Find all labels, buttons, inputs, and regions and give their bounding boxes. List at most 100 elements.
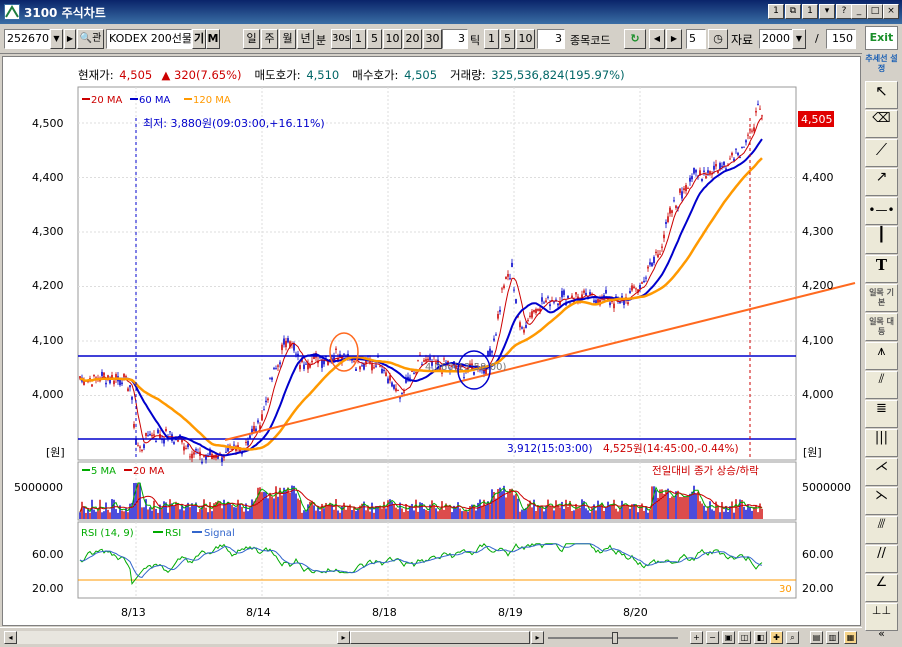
ichimoku-wide-button[interactable]: 일목 대등 [865, 313, 898, 341]
tick-input[interactable]: 3 [442, 29, 468, 49]
app-icon [4, 4, 20, 20]
tick-10[interactable]: 10 [516, 29, 535, 49]
fan-line-icon[interactable]: ⩚ [865, 342, 898, 370]
refresh-icon[interactable]: ↻ [624, 29, 646, 49]
data-count-dropdown-icon[interactable]: ▼ [792, 29, 806, 49]
menu-icon[interactable]: ▾ [819, 4, 835, 19]
restore-icon[interactable]: ⧉ [785, 4, 801, 19]
maximize-icon[interactable]: □ [867, 4, 883, 19]
tick-1[interactable]: 1 [484, 29, 499, 49]
candle-body [655, 251, 657, 254]
candle-body [435, 362, 437, 365]
ichimoku-basic-button[interactable]: 일목 기본 [865, 284, 898, 312]
candle-body [343, 353, 345, 355]
close-icon[interactable]: × [883, 4, 899, 19]
data-total-input[interactable]: 150 [826, 29, 856, 49]
candle-body [709, 171, 711, 174]
vertical-grid-icon[interactable]: ||| [865, 429, 898, 457]
minute-1[interactable]: 1 [351, 29, 366, 49]
kind-button[interactable]: 기 [192, 29, 206, 49]
period-year[interactable]: 년 [297, 29, 314, 49]
zoom-out-icon[interactable]: − [706, 631, 719, 644]
period-week[interactable]: 주 [261, 29, 278, 49]
tool-icon-5[interactable]: ▤ [810, 631, 823, 644]
collapse-button[interactable]: « [878, 627, 885, 640]
tool-icon-3[interactable]: ◧ [754, 631, 767, 644]
minute-10[interactable]: 10 [383, 29, 402, 49]
candle-body [381, 369, 383, 373]
tool-icon-1[interactable]: ▣ [722, 631, 735, 644]
cursor-icon[interactable]: ↖ [865, 81, 898, 109]
data-label: 자료 [731, 33, 754, 47]
candle-body [127, 388, 129, 392]
prev-icon[interactable]: ◀ [649, 29, 665, 49]
m-button[interactable]: M [206, 29, 220, 49]
scroll-left-icon[interactable]: ◂ [4, 631, 17, 644]
zoom-in-icon[interactable]: + [690, 631, 703, 644]
candle-body [717, 171, 719, 174]
text-tool-icon[interactable]: T [865, 255, 898, 283]
tool-icon-6[interactable]: ▥ [826, 631, 839, 644]
y-tick-right-4400: 4,400 [802, 171, 834, 184]
arrow-line-icon[interactable]: ↗ [865, 168, 898, 196]
minute-5[interactable]: 5 [367, 29, 382, 49]
line-icon[interactable]: ⟋ [865, 139, 898, 167]
period-day[interactable]: 일 [243, 29, 260, 49]
tick-5[interactable]: 5 [500, 29, 515, 49]
exit-button[interactable]: Exit [865, 26, 898, 50]
scroll-thumb[interactable] [350, 631, 530, 644]
sec-button[interactable]: 30s [331, 29, 351, 49]
window-btn-1[interactable]: 1 [768, 4, 784, 19]
channel-icon[interactable]: // [865, 545, 898, 573]
horizontal-line-icon[interactable]: •—• [865, 197, 898, 225]
next-icon[interactable]: ▶ [64, 29, 76, 49]
candle-body [119, 379, 121, 386]
candle-body [707, 170, 709, 173]
legend-ma60: 60 MA [139, 95, 171, 106]
search-button[interactable]: 🔍관 [77, 29, 104, 49]
period-month[interactable]: 월 [279, 29, 296, 49]
gann-fan-icon[interactable]: ⋌ [865, 458, 898, 486]
stock-name-field[interactable]: KODEX 200선물인 [106, 29, 192, 49]
candle-body [689, 177, 691, 182]
candle-body [721, 165, 723, 167]
scroll-right-icon[interactable]: ▸ [337, 631, 350, 644]
angle-icon[interactable]: ∠ [865, 574, 898, 602]
minute-30[interactable]: 30 [423, 29, 442, 49]
scroll-end-icon[interactable]: ▸ [531, 631, 544, 644]
eraser-icon[interactable]: ⌫ [865, 110, 898, 138]
count-input[interactable]: 5 [686, 29, 706, 49]
candle-body [509, 278, 511, 280]
stock-code-input[interactable]: 252670 [4, 29, 50, 49]
candle-body [567, 295, 569, 299]
tool-icon-2[interactable]: ◫ [738, 631, 751, 644]
magnifier-icon[interactable]: ⌕ [786, 631, 799, 644]
tick-input-2[interactable]: 3 [537, 29, 565, 49]
scroll-track[interactable] [17, 631, 337, 644]
candle-body [641, 282, 643, 284]
candle-body [311, 360, 313, 363]
minimize-icon[interactable]: _ [851, 4, 867, 19]
cycle-icon[interactable]: ⊥⊥ [865, 603, 898, 631]
candle-body [597, 299, 599, 305]
speed-line-icon[interactable]: ⫻ [865, 516, 898, 544]
tool-icon-7[interactable]: ▦ [844, 631, 857, 644]
chart-svg[interactable]: 4,500 4,400 4,300 4,200 4,100 4,000 [원] … [0, 0, 862, 627]
chevron-down-icon[interactable]: ▼ [50, 29, 63, 49]
minute-20[interactable]: 20 [403, 29, 422, 49]
window-btn-3[interactable]: 1 [802, 4, 818, 19]
candle-body [333, 357, 335, 361]
next-arrow-icon[interactable]: ▶ [666, 29, 682, 49]
gann-fan-2-icon[interactable]: ⋋ [865, 487, 898, 515]
vertical-line-icon[interactable]: ┃ [865, 226, 898, 254]
fibonacci-fan-icon[interactable]: ⫽ [865, 371, 898, 399]
clock-icon[interactable]: ◷ [708, 29, 728, 49]
zoom-slider-handle[interactable] [612, 632, 618, 644]
tool-icon-4[interactable]: ✚ [770, 631, 783, 644]
candle-body [173, 442, 175, 444]
trend-setting-button[interactable]: 추세선 설정 [865, 54, 898, 73]
candle-body [639, 284, 641, 290]
candle-body [687, 187, 689, 189]
parallel-line-icon[interactable]: ≣ [865, 400, 898, 428]
candle-body [729, 158, 731, 160]
